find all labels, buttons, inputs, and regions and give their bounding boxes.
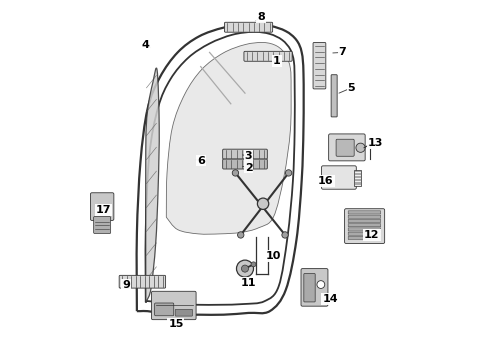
Circle shape [238, 232, 244, 238]
Text: 12: 12 [364, 230, 380, 240]
FancyBboxPatch shape [348, 232, 381, 235]
Text: 10: 10 [266, 251, 281, 261]
FancyBboxPatch shape [244, 51, 292, 61]
Text: 5: 5 [347, 83, 355, 93]
Text: 4: 4 [142, 40, 149, 50]
Text: 11: 11 [241, 278, 256, 288]
Text: 6: 6 [197, 156, 205, 166]
FancyBboxPatch shape [344, 209, 385, 243]
Circle shape [237, 260, 253, 277]
Text: 15: 15 [168, 319, 184, 329]
FancyBboxPatch shape [222, 149, 268, 159]
FancyBboxPatch shape [321, 166, 356, 189]
FancyBboxPatch shape [224, 22, 272, 32]
FancyBboxPatch shape [348, 215, 381, 218]
Text: 8: 8 [257, 12, 265, 22]
FancyBboxPatch shape [336, 139, 354, 156]
Text: 1: 1 [273, 56, 281, 66]
FancyBboxPatch shape [354, 170, 361, 186]
FancyBboxPatch shape [331, 75, 337, 117]
Text: 2: 2 [245, 163, 252, 172]
FancyBboxPatch shape [348, 228, 381, 231]
Text: 7: 7 [339, 48, 346, 57]
FancyBboxPatch shape [175, 309, 193, 316]
FancyBboxPatch shape [304, 274, 315, 302]
Text: 17: 17 [96, 205, 111, 215]
Circle shape [232, 170, 239, 176]
FancyBboxPatch shape [94, 216, 111, 234]
PathPatch shape [166, 42, 291, 234]
FancyBboxPatch shape [151, 291, 196, 320]
Circle shape [257, 198, 269, 210]
FancyBboxPatch shape [222, 159, 268, 169]
Circle shape [282, 232, 288, 238]
FancyBboxPatch shape [301, 269, 328, 306]
FancyBboxPatch shape [348, 224, 381, 227]
Text: 3: 3 [245, 151, 252, 161]
FancyBboxPatch shape [348, 237, 381, 239]
PathPatch shape [146, 68, 159, 302]
Text: 16: 16 [318, 176, 334, 186]
FancyBboxPatch shape [91, 193, 114, 220]
FancyBboxPatch shape [155, 303, 174, 316]
Text: 14: 14 [322, 294, 338, 304]
FancyBboxPatch shape [329, 134, 365, 161]
Circle shape [356, 143, 365, 152]
FancyBboxPatch shape [348, 219, 381, 222]
FancyBboxPatch shape [119, 275, 166, 288]
Circle shape [285, 170, 292, 176]
Circle shape [242, 265, 248, 272]
FancyBboxPatch shape [313, 42, 326, 89]
Circle shape [317, 281, 325, 288]
Text: 9: 9 [122, 280, 130, 289]
FancyBboxPatch shape [348, 211, 381, 214]
Text: 13: 13 [368, 138, 383, 148]
Circle shape [251, 262, 256, 267]
